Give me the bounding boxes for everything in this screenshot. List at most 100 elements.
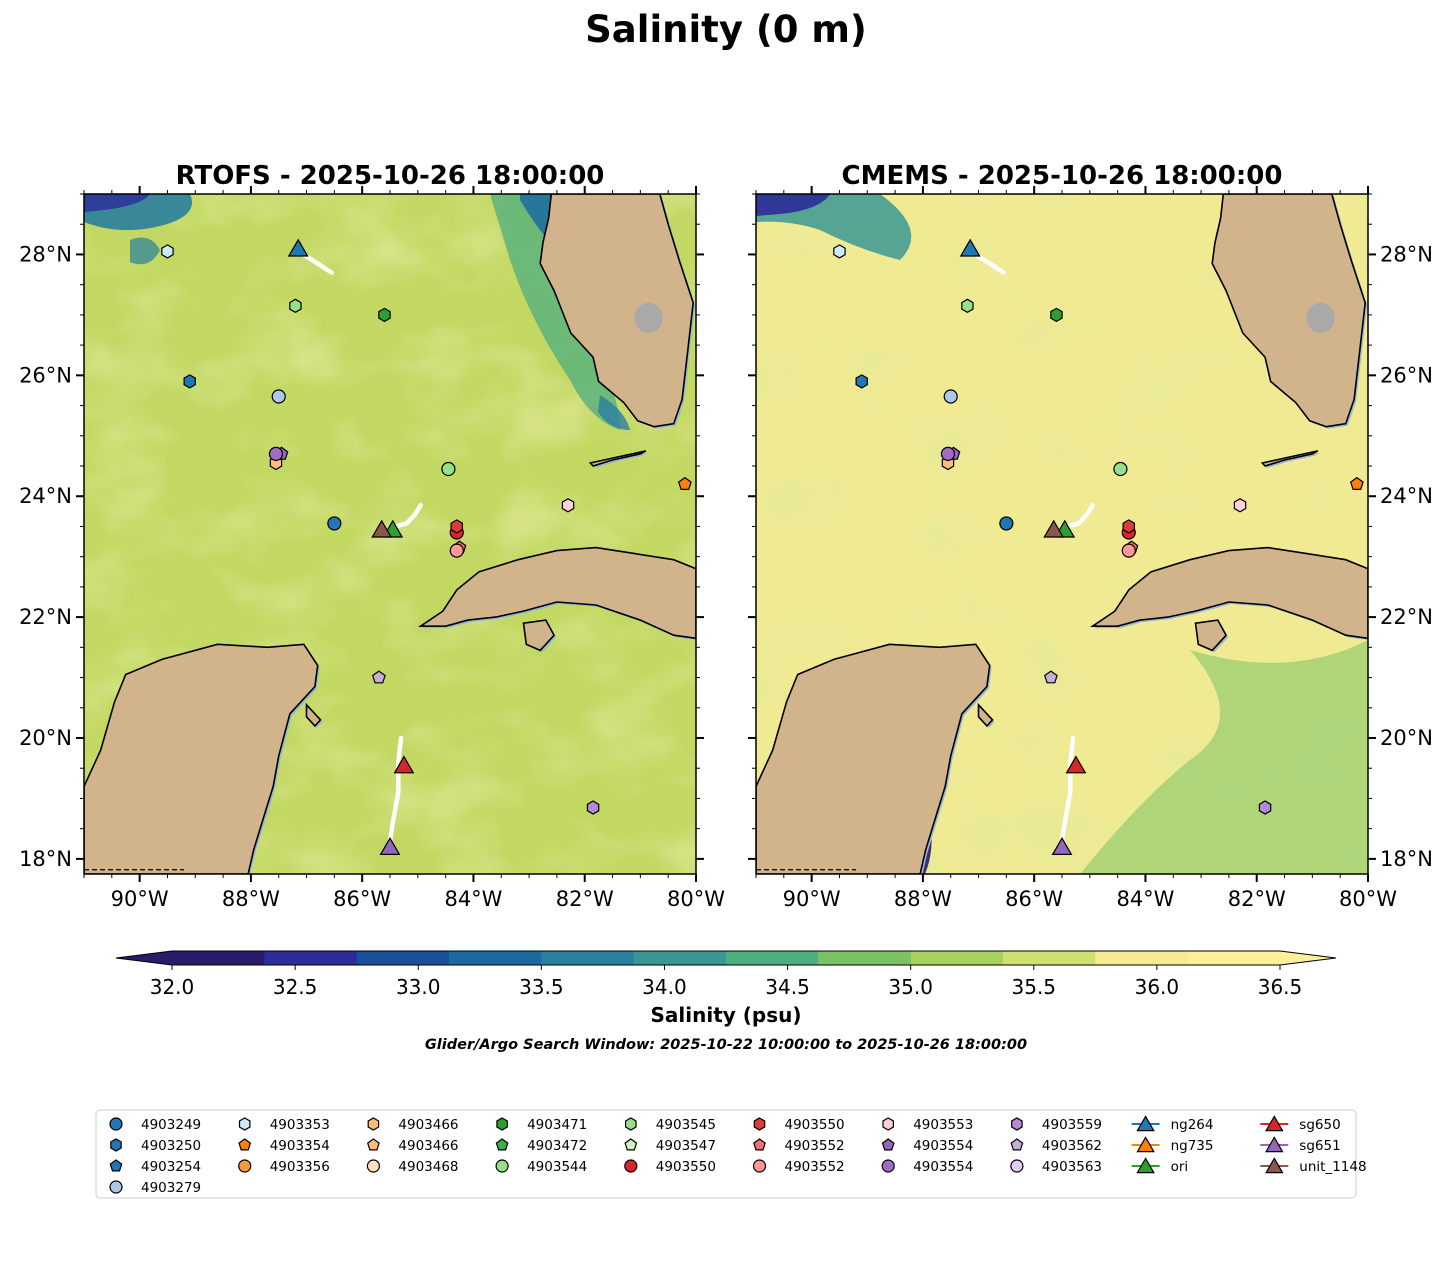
colorbar-label: Salinity (psu) — [650, 1003, 801, 1027]
marker-4903552 — [1121, 543, 1136, 558]
lon-tick-label: 86°W — [333, 887, 391, 911]
colorbar-segment — [1095, 951, 1189, 965]
marker-4903471 — [378, 307, 391, 323]
colorbar-segment — [726, 951, 819, 965]
lat-tick-label: 28°N — [1380, 242, 1433, 266]
legend-label: sg650 — [1299, 1117, 1340, 1133]
glider-track — [1059, 735, 1076, 844]
legend-marker-4903545 — [624, 1117, 637, 1131]
legend-marker-sg651 — [1265, 1136, 1284, 1153]
colorbar-tick-label: 36.0 — [1135, 975, 1180, 999]
marker-sg651 — [1051, 837, 1073, 856]
legend-label: 4903550 — [785, 1117, 845, 1133]
map-panel-rtofs: RTOFS - 2025-10-26 18:00:00 90°W 88°W 86°W… — [19, 161, 725, 911]
lon-tick-label: 90°W — [111, 887, 169, 911]
lat-tick-label: 20°N — [19, 726, 72, 750]
marker-4903279 — [943, 389, 958, 404]
lat-tick-label: 24°N — [19, 484, 72, 508]
colorbar-tick-label: 34.5 — [765, 975, 810, 999]
lon-tick-label: 86°W — [1005, 887, 1063, 911]
land-cozumel — [305, 702, 322, 728]
land-isla-juventud — [1194, 619, 1228, 652]
legend-label: 4903554 — [913, 1159, 973, 1175]
land-yucatan — [756, 643, 991, 874]
shelf-key-west — [592, 452, 648, 468]
panel-title-cmems: CMEMS - 2025-10-26 18:00:00 — [842, 161, 1283, 191]
marker-4903559 — [1258, 800, 1272, 815]
figure-title: Salinity (0 m) — [585, 8, 867, 51]
marker-ng264 — [959, 238, 981, 257]
colorbar-segment — [541, 951, 635, 965]
legend-label: 4903279 — [141, 1180, 201, 1196]
lat-tick-label: 28°N — [19, 242, 72, 266]
legend-marker-4903468 — [366, 1159, 380, 1173]
legend-label: 4903550 — [656, 1159, 716, 1175]
land-key-west — [588, 450, 647, 467]
lon-tick-label: 84°W — [1116, 887, 1174, 911]
legend-marker-4903471 — [496, 1117, 508, 1131]
legend-marker-4903552 — [753, 1138, 766, 1151]
marker-4903471 — [1050, 307, 1063, 323]
legend-marker-4903550 — [624, 1159, 638, 1173]
marker-4903354 — [677, 476, 692, 490]
lat-tick-label: 26°N — [19, 363, 72, 387]
glider-track — [1065, 503, 1095, 529]
legend-marker-4903466 — [366, 1138, 380, 1151]
legend-label: 4903250 — [141, 1138, 201, 1154]
search-window-text: Glider/Argo Search Window: 2025-10-22 10… — [425, 1037, 1027, 1053]
legend-marker-4903553 — [882, 1117, 895, 1131]
legend-marker-ori — [1136, 1157, 1155, 1174]
legend-label: ori — [1171, 1159, 1189, 1175]
colorbar-tick-label: 32.0 — [150, 975, 195, 999]
legend-label: 4903563 — [1042, 1159, 1102, 1175]
legend-marker-ng264 — [1136, 1115, 1155, 1132]
legend-label: 4903354 — [270, 1138, 330, 1154]
lake-okeechobee — [1306, 302, 1335, 333]
land-cuba — [417, 546, 696, 640]
colorbar-tick-label: 35.0 — [888, 975, 933, 999]
legend-label: 4903553 — [913, 1117, 973, 1133]
legend-label: 4903353 — [270, 1117, 330, 1133]
lat-tick-label: 18°N — [1380, 847, 1433, 871]
marker-4903554 — [940, 446, 956, 462]
lon-tick-label: 80°W — [1339, 887, 1397, 911]
legend-marker-4903354 — [238, 1138, 252, 1151]
legend-marker-4903554 — [881, 1159, 895, 1173]
marker-4903354 — [1349, 476, 1364, 490]
legend-marker-4903279 — [109, 1180, 123, 1194]
legend-label: 4903471 — [527, 1117, 587, 1133]
marker-unit-1148 — [1043, 519, 1065, 538]
land-cuba — [1089, 546, 1368, 640]
lat-tick-label: 24°N — [1380, 484, 1433, 508]
colorbar-tick-label: 33.5 — [519, 975, 564, 999]
lat-tick-label: 22°N — [19, 605, 72, 629]
fresh-coast-rtofs — [490, 194, 620, 430]
lake-okeechobee — [634, 302, 663, 333]
legend-marker-4903554 — [881, 1138, 895, 1151]
glider-track — [393, 503, 423, 529]
marker-sg651 — [379, 837, 401, 856]
marker-4903250 — [855, 374, 868, 389]
marker-4903552 — [449, 543, 464, 558]
legend-label: 4903249 — [141, 1117, 201, 1133]
marker-4903559 — [586, 800, 600, 815]
green-band-se-cmems — [1080, 640, 1368, 874]
legend-marker-4903466 — [367, 1117, 380, 1131]
colorbar-tick-label: 36.5 — [1258, 975, 1303, 999]
marker-4903250 — [183, 374, 196, 389]
land-florida — [1211, 194, 1367, 428]
lat-tick-label: 20°N — [1380, 726, 1433, 750]
colorbar-tick-label: 35.5 — [1012, 975, 1057, 999]
legend-marker-unit-1148 — [1265, 1157, 1284, 1174]
legend-label: 4903466 — [398, 1117, 458, 1133]
lon-tick-label: 88°W — [894, 887, 952, 911]
shelf-key-west — [1264, 452, 1320, 468]
colorbar-segment — [264, 951, 358, 965]
colorbar-tick-label: 33.0 — [396, 975, 441, 999]
fresh-keys-rtofs — [598, 395, 630, 430]
colorbar-extend-high — [1280, 951, 1336, 965]
legend-marker-4903563 — [1010, 1159, 1024, 1173]
fresh-plume-dark-cmems — [756, 194, 830, 216]
legend-marker-4903254 — [109, 1159, 123, 1172]
land-key-west — [1260, 450, 1319, 467]
